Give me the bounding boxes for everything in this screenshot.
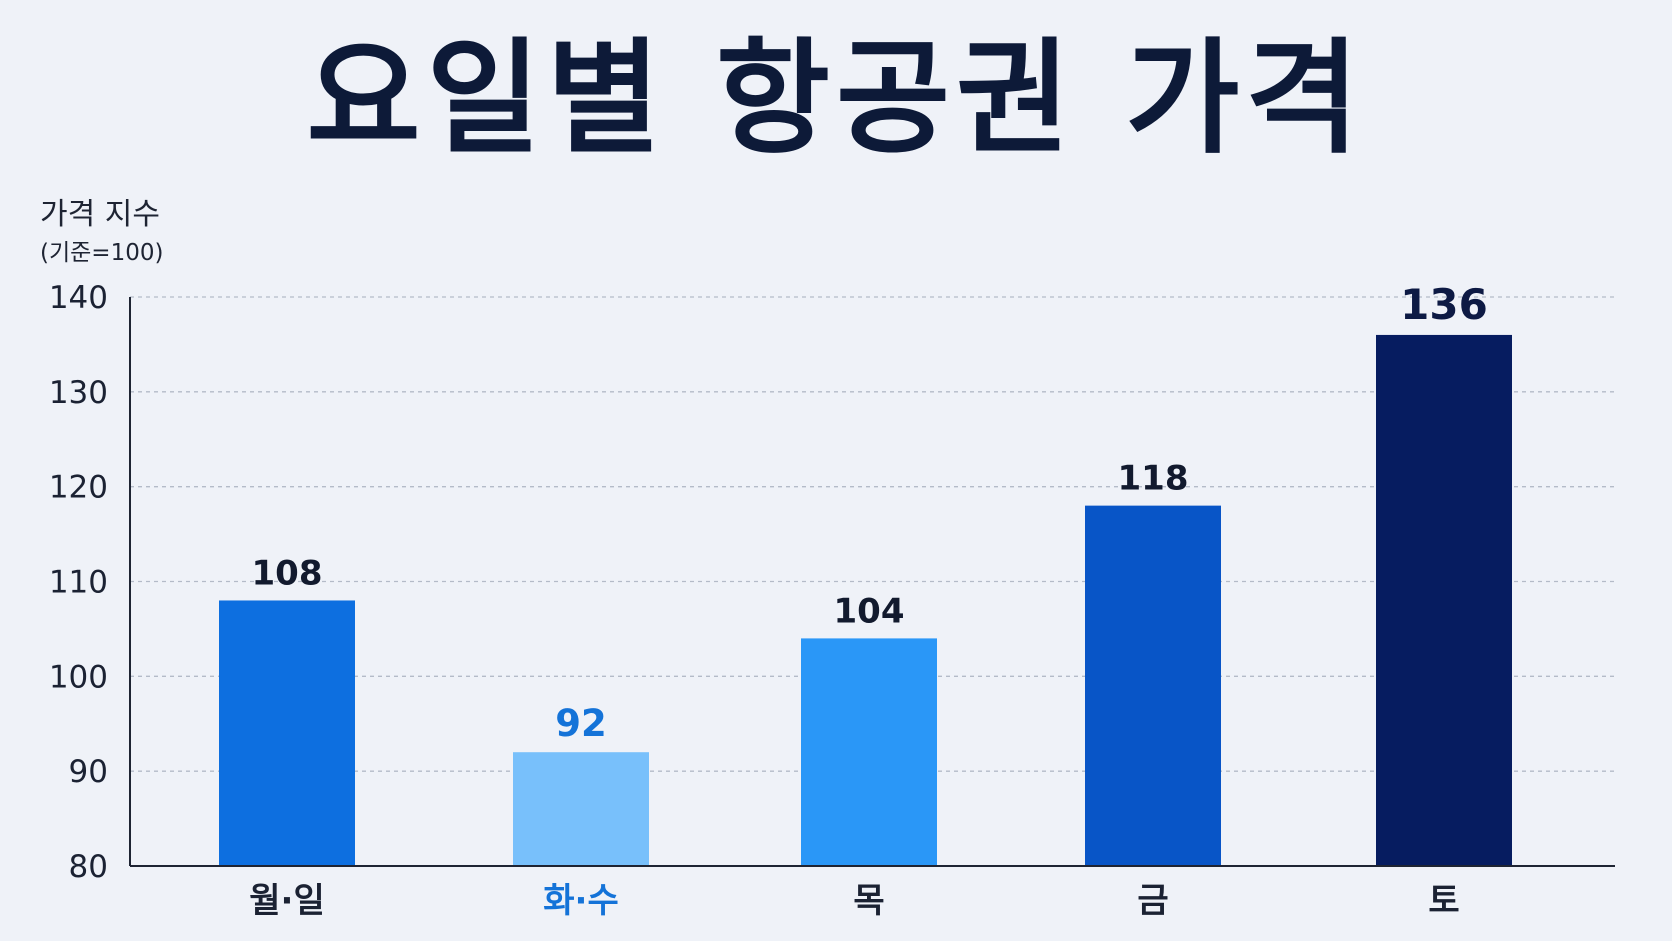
data-label: 92 bbox=[555, 702, 607, 745]
bars bbox=[219, 334, 1512, 866]
bar bbox=[513, 752, 649, 866]
bar bbox=[1085, 505, 1221, 866]
x-tick-label: 화·수 bbox=[543, 881, 618, 921]
y-tick-label: 120 bbox=[49, 470, 108, 506]
y-tick-label: 130 bbox=[49, 375, 108, 411]
y-axis-ticks: 80 90 100 110 120 130 140 bbox=[49, 280, 108, 885]
y-tick-label: 100 bbox=[49, 659, 108, 695]
data-labels: 108 92 104 118 136 bbox=[252, 280, 1488, 745]
chart-title: 요일별 항공권 가격 bbox=[306, 27, 1366, 171]
y-tick-label: 140 bbox=[49, 280, 108, 316]
x-tick-label: 금 bbox=[1137, 881, 1168, 921]
bar bbox=[1376, 334, 1512, 866]
data-label: 108 bbox=[252, 553, 323, 593]
data-label: 104 bbox=[834, 591, 905, 631]
y-tick-label: 80 bbox=[69, 849, 108, 885]
bar bbox=[219, 600, 355, 866]
data-label: 136 bbox=[1400, 280, 1488, 329]
x-tick-label: 월·일 bbox=[249, 881, 324, 921]
y-axis-label: 가격 지수 bbox=[40, 197, 160, 232]
x-axis-categories: 월·일 화·수 목 금 토 bbox=[249, 881, 1459, 921]
bar bbox=[801, 638, 937, 866]
y-tick-label: 110 bbox=[49, 565, 108, 601]
x-tick-label: 토 bbox=[1428, 881, 1459, 921]
y-axis-label-sub: (기준=100) bbox=[40, 240, 163, 266]
x-tick-label: 목 bbox=[853, 881, 884, 921]
y-tick-label: 90 bbox=[69, 754, 108, 790]
data-label: 118 bbox=[1118, 459, 1189, 499]
